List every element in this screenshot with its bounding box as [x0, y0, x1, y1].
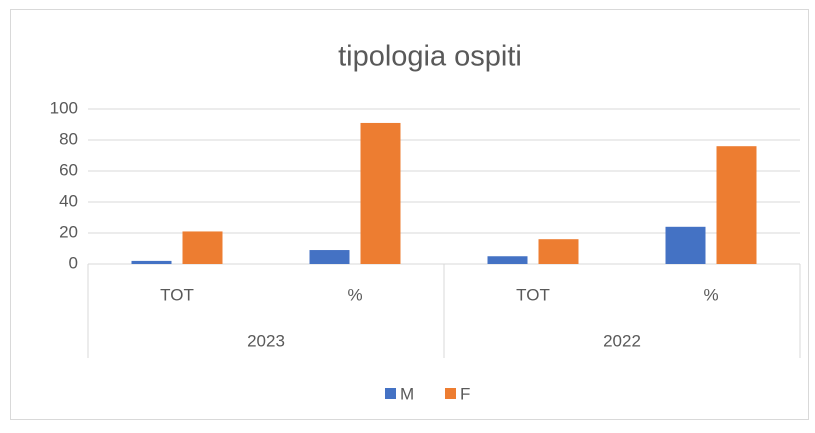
bar: [360, 122, 401, 264]
x-tick-label: %: [703, 285, 718, 304]
group-label: 2023: [247, 331, 285, 350]
chart-border: [10, 9, 809, 420]
bar: [716, 146, 757, 264]
legend-swatch: [385, 388, 396, 399]
bar: [182, 231, 223, 264]
bar: [309, 250, 350, 264]
bar: [538, 239, 579, 264]
y-tick-label: 40: [59, 191, 78, 210]
bar: [131, 260, 172, 264]
legend-swatch: [445, 388, 456, 399]
x-tick-label: %: [347, 285, 362, 304]
chart-title: tipologia ospiti: [338, 41, 522, 73]
legend-label: M: [400, 384, 414, 403]
bar: [665, 226, 706, 264]
group-label: 2022: [603, 331, 641, 350]
y-tick-label: 60: [59, 160, 78, 179]
x-tick-label: TOT: [516, 285, 550, 304]
bar: [487, 256, 528, 264]
x-tick-label: TOT: [160, 285, 194, 304]
y-tick-label: 20: [59, 222, 78, 241]
y-tick-label: 0: [69, 253, 78, 272]
legend-label: F: [460, 384, 470, 403]
y-tick-label: 80: [59, 129, 78, 148]
y-tick-label: 100: [50, 98, 78, 117]
